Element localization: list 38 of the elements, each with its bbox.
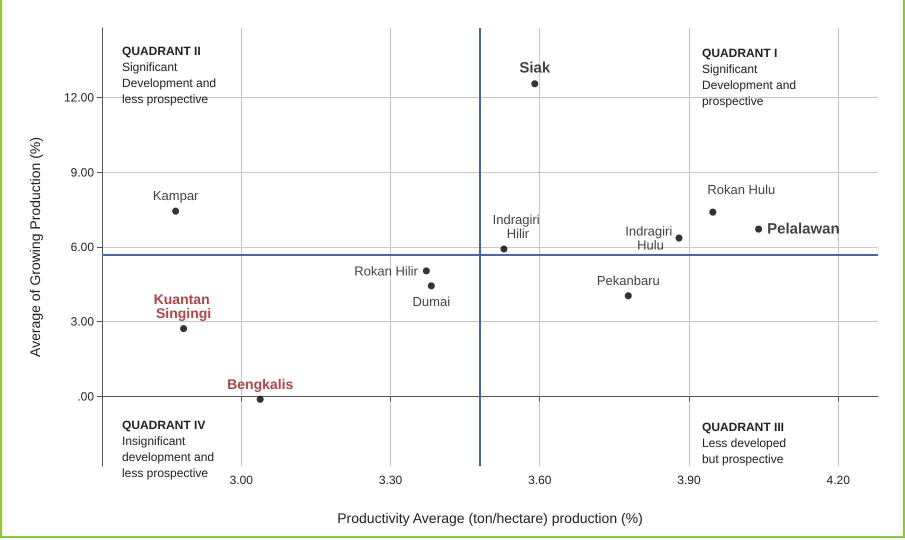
annotation: QUADRANT I Significant Development and prospective [702, 46, 796, 108]
series-label: Indragiri Hilir [492, 212, 544, 241]
annotation: QUADRANT III Less developed but prospective [702, 420, 786, 466]
y-tick-label: 12.00 [64, 90, 94, 105]
series-label: Rokan Hulu [707, 182, 776, 198]
point [172, 208, 180, 215]
series-label: Bengkalis [227, 376, 294, 392]
x-axis-title: Productivity Average (ton/hectare) production (%) [337, 510, 643, 526]
point [180, 325, 188, 332]
point [500, 245, 508, 252]
annotation: QUADRANT IV Insignificant development and less prospective [122, 418, 214, 480]
point [709, 208, 716, 216]
x-tick-label: 4.20 [826, 473, 850, 487]
point [428, 282, 435, 290]
y-tick-label: 3.00 [70, 314, 94, 329]
series-label: Pekanbaru [596, 272, 660, 288]
y-tick-label: 9.00 [70, 165, 94, 180]
point [422, 267, 430, 274]
annotation: QUADRANT II Significant Development and less prospective [122, 44, 216, 106]
point [755, 226, 762, 233]
series-label: Dumai [412, 294, 450, 309]
x-tick-label: 3.60 [528, 473, 552, 487]
point [256, 396, 264, 403]
point [624, 292, 632, 300]
series-label: Pelalawan [767, 220, 840, 238]
y-tick-label: .00 [77, 389, 94, 404]
series-label: Rokan Hilir [354, 263, 418, 278]
series-label: Kampar [152, 188, 200, 204]
x-tick-label: 3.00 [230, 473, 254, 487]
series-label: Siak [519, 60, 551, 77]
point [531, 80, 538, 88]
series-label: Kuantan Singingi [154, 291, 214, 322]
point [676, 234, 683, 242]
x-tick-label: 3.90 [677, 473, 701, 487]
x-tick-label: 3.30 [378, 473, 403, 487]
series-label: Indragiri Hulu [625, 224, 676, 253]
y-axis-title: Average of Growing Production (%) [27, 137, 43, 357]
y-tick-label: 6.00 [70, 240, 94, 254]
